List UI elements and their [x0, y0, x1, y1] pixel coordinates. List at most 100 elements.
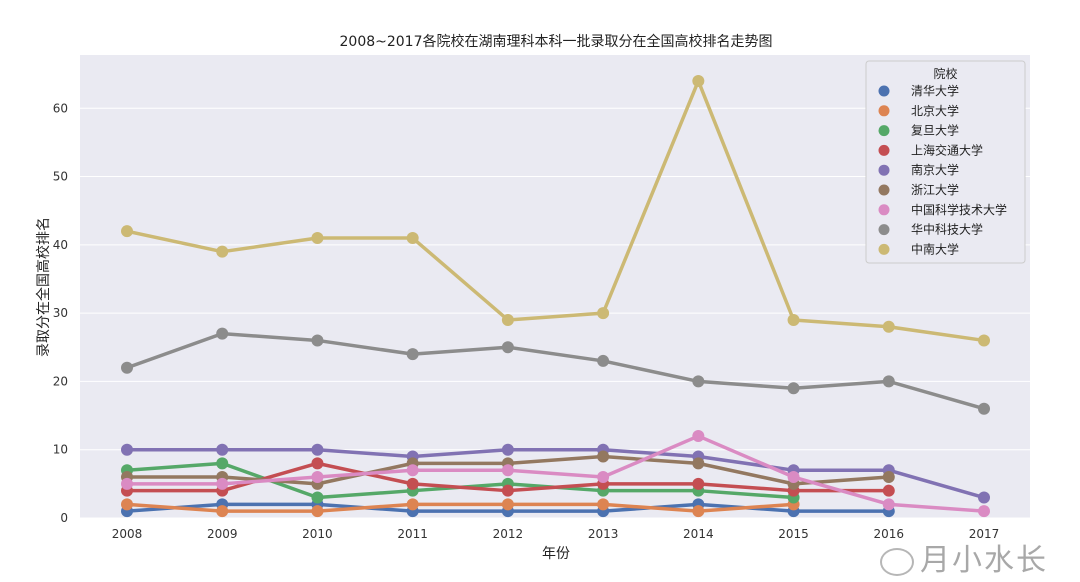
- data-point: [692, 505, 705, 518]
- series-6: [121, 430, 990, 518]
- data-point: [692, 375, 705, 388]
- legend-marker: [878, 105, 890, 117]
- series-7: [121, 327, 990, 415]
- legend-label: 中国科学技术大学: [911, 202, 1007, 217]
- series-line: [126, 79, 985, 343]
- data-point: [692, 74, 705, 87]
- data-point: [882, 320, 895, 333]
- legend-label: 中南大学: [911, 241, 959, 256]
- series-5: [121, 450, 895, 490]
- x-tick-label: 2011: [397, 527, 428, 541]
- chart-title: 2008~2017各院校在湖南理科本科一批录取分在全国高校排名走势图: [340, 33, 773, 50]
- data-point: [406, 477, 419, 490]
- x-axis-label: 年份: [542, 546, 570, 562]
- data-point: [121, 225, 133, 238]
- data-point: [501, 313, 514, 326]
- watermark: 月小水长: [880, 544, 1048, 578]
- data-point: [501, 443, 514, 456]
- y-tick-label: 40: [53, 238, 68, 252]
- data-point: [121, 477, 133, 490]
- legend-label: 南京大学: [911, 162, 959, 177]
- data-point: [121, 361, 133, 374]
- legend-label: 北京大学: [911, 103, 959, 118]
- data-point: [216, 443, 229, 456]
- data-point: [882, 484, 895, 497]
- legend-marker: [878, 125, 890, 137]
- data-point: [121, 443, 133, 456]
- data-point: [597, 471, 610, 484]
- data-point: [978, 402, 990, 415]
- legend-label: 复旦大学: [911, 123, 959, 138]
- y-tick-label: 20: [53, 374, 68, 388]
- series-line: [126, 502, 794, 513]
- x-tick-label: 2008: [112, 527, 143, 541]
- data-point: [597, 307, 610, 320]
- legend-marker: [878, 243, 890, 255]
- wechat-icon: [880, 547, 914, 576]
- y-tick-label: 30: [53, 306, 68, 320]
- series-8: [121, 74, 990, 347]
- data-point: [692, 430, 705, 443]
- legend-marker: [878, 164, 890, 176]
- data-point: [597, 354, 610, 367]
- legend: 院校清华大学北京大学复旦大学上海交通大学南京大学浙江大学中国科学技术大学华中科技…: [865, 60, 1026, 264]
- data-point: [597, 450, 610, 463]
- x-tick-label: 2015: [778, 527, 809, 541]
- data-point: [406, 348, 419, 361]
- x-tick-label: 2012: [493, 527, 524, 541]
- data-point: [216, 457, 229, 470]
- data-point: [311, 443, 324, 456]
- data-point: [501, 341, 514, 354]
- legend-marker: [878, 85, 890, 97]
- legend-label: 华中科技大学: [911, 222, 983, 237]
- data-point: [882, 375, 895, 388]
- legend-marker: [878, 204, 890, 216]
- data-point: [406, 232, 419, 245]
- data-point: [216, 327, 229, 340]
- data-point: [406, 498, 419, 511]
- data-point: [787, 382, 800, 395]
- data-point: [311, 471, 324, 484]
- data-point: [216, 477, 229, 490]
- y-tick-label: 0: [60, 511, 68, 525]
- series-line: [126, 331, 985, 411]
- series-1: [121, 498, 800, 518]
- x-tick-label: 2017: [969, 527, 1000, 541]
- data-point: [311, 232, 324, 245]
- data-point: [311, 491, 324, 504]
- data-point: [882, 471, 895, 484]
- data-point: [978, 505, 990, 518]
- data-point: [692, 457, 705, 470]
- legend-label: 清华大学: [911, 83, 959, 98]
- legend-marker: [878, 224, 890, 236]
- y-tick-label: 10: [53, 443, 68, 457]
- data-point: [311, 334, 324, 347]
- data-point: [501, 464, 514, 477]
- legend-label: 上海交通大学: [911, 142, 983, 157]
- data-point: [978, 491, 990, 504]
- x-tick-label: 2009: [207, 527, 238, 541]
- legend-marker: [878, 184, 890, 196]
- x-tick-label: 2010: [302, 527, 333, 541]
- series-line: [127, 434, 985, 513]
- x-tick-label: 2016: [874, 527, 905, 541]
- data-point: [692, 477, 705, 490]
- x-tick-label: 2013: [588, 527, 619, 541]
- series-4: [121, 443, 990, 504]
- data-point: [597, 498, 610, 511]
- legend-label: 浙江大学: [911, 182, 959, 197]
- data-point: [787, 471, 800, 484]
- data-point: [216, 505, 229, 518]
- data-point: [216, 245, 229, 258]
- data-point: [311, 457, 324, 470]
- data-point: [787, 313, 800, 326]
- data-point: [406, 464, 419, 477]
- legend-marker: [878, 144, 890, 156]
- y-axis-label: 录取分在全国高校排名: [35, 217, 52, 357]
- data-point: [882, 498, 895, 511]
- series-line: [127, 447, 985, 500]
- data-point: [501, 484, 514, 497]
- data-point: [501, 498, 514, 511]
- x-tick-label: 2014: [683, 527, 714, 541]
